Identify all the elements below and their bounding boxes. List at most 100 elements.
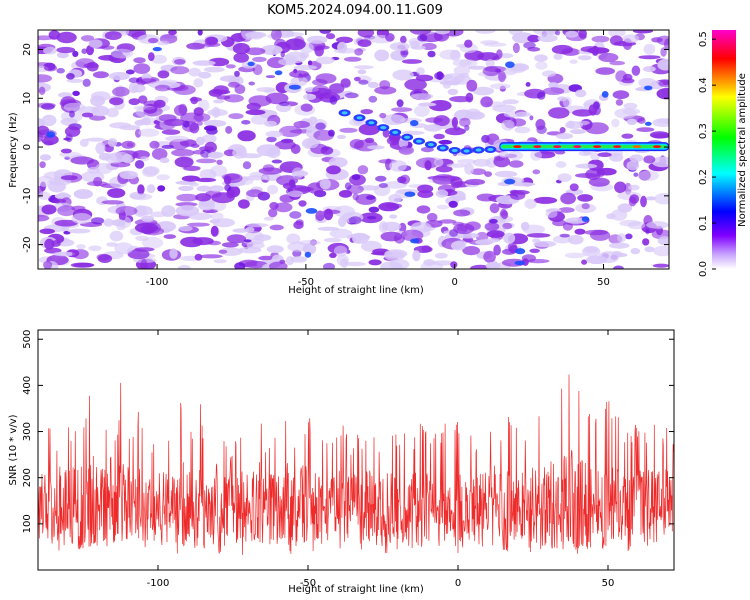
heatmap-speckle — [268, 261, 288, 269]
heatmap-speckle — [303, 93, 317, 101]
heatmap-speckle — [244, 175, 268, 181]
heatmap-speckle — [482, 66, 500, 77]
heatmap-speckle — [459, 117, 471, 127]
heatmap-speckle — [86, 45, 94, 56]
heatmap-speckle — [148, 52, 155, 62]
heatmap-speckle — [534, 54, 548, 62]
heatmap-speckle — [72, 90, 80, 96]
heatmap-speckle — [657, 58, 669, 71]
x-tick-label: 0 — [455, 578, 461, 589]
colorbar-gradient — [712, 30, 736, 269]
heatmap-speckle — [459, 72, 470, 78]
heatmap-speckle — [315, 122, 326, 130]
heatmap-speckle — [343, 56, 362, 62]
heatmap-speckle — [423, 124, 443, 132]
trace-core — [392, 130, 399, 134]
heatmap-speckle — [501, 210, 509, 219]
heatmap-speckle — [266, 245, 284, 254]
heatmap-speckle — [190, 143, 200, 148]
heatmap-speckle — [610, 209, 628, 221]
heatmap-speckle — [81, 48, 88, 54]
heatmap-speckle — [378, 183, 388, 188]
heatmap-speckle — [542, 87, 565, 95]
heatmap-speckle — [248, 81, 255, 86]
heatmap-speckle — [274, 202, 293, 213]
heatmap-speckle — [98, 152, 112, 161]
heatmap-speckle — [43, 260, 53, 269]
heatmap-speckle — [438, 219, 457, 224]
heatmap-speckle — [640, 195, 647, 208]
heatmap-speckle — [484, 222, 500, 232]
heatmap-speckle — [436, 204, 449, 210]
heatmap-speckle — [559, 127, 566, 134]
heatmap-speckle — [56, 31, 77, 44]
heatmap-speckle — [591, 35, 610, 43]
heatmap-speckle — [163, 118, 186, 127]
y-tick-label: 400 — [22, 376, 33, 395]
heatmap-speckle — [73, 189, 93, 199]
heatmap-speckle — [197, 30, 203, 36]
line-peak — [613, 145, 622, 149]
heatmap-speckle — [138, 95, 148, 104]
heatmap-speckle — [300, 103, 313, 112]
heatmap-speckle — [131, 84, 146, 93]
heatmap-speckle — [218, 249, 228, 254]
heatmap-speckle — [298, 200, 307, 207]
heatmap-speckle — [572, 109, 594, 117]
heatmap-speckle — [416, 205, 431, 214]
heatmap-speckle — [381, 114, 406, 126]
heatmap-speckle — [482, 238, 501, 243]
heatmap-speckle — [496, 49, 503, 60]
heatmap-speckle — [426, 212, 438, 222]
heatmap-speckle — [60, 175, 78, 181]
heatmap-speckle — [368, 259, 382, 266]
heatmap-speckle — [643, 43, 656, 55]
heatmap-speckle — [545, 209, 558, 218]
heatmap-speckle — [354, 65, 374, 70]
heatmap-speckle — [196, 158, 217, 164]
heatmap-speckle — [367, 81, 379, 89]
x-tick-label: -100 — [147, 578, 170, 589]
line-inner — [501, 145, 667, 149]
heatmap-speckle — [415, 74, 434, 82]
heatmap-speckle — [72, 50, 79, 58]
heatmap-speckle — [452, 59, 472, 67]
heatmap-speckle — [72, 249, 89, 260]
heatmap-speckle — [39, 228, 55, 235]
heatmap-speckle — [357, 30, 375, 38]
heatmap-speckle — [344, 261, 366, 267]
heatmap-speckle — [510, 190, 530, 195]
snr-series-line — [38, 374, 674, 555]
heatmap-speckle — [389, 160, 407, 172]
heatmap-speckle — [529, 248, 540, 253]
heatmap-speckle — [56, 46, 76, 54]
heatmap-speckle — [656, 88, 669, 100]
x-tick-label: -100 — [146, 277, 169, 288]
heatmap-speckle — [623, 102, 638, 110]
heatmap-speckle — [569, 183, 579, 192]
heatmap-speckle — [213, 99, 225, 104]
heatmap-speckle — [645, 228, 650, 235]
heatmap-speckle — [108, 72, 130, 81]
heatmap-speckle — [258, 167, 283, 175]
heatmap-speckle — [508, 30, 523, 36]
heatmap-speckle — [70, 262, 94, 268]
heatmap-speckle — [622, 34, 640, 43]
heatmap-speckle — [374, 49, 390, 62]
heatmap-speckle — [128, 98, 140, 106]
heatmap-speckle — [631, 65, 641, 76]
heatmap-speckle — [485, 261, 501, 269]
heatmap-speckle — [193, 107, 204, 117]
heatmap-speckle — [617, 233, 626, 243]
heatmap-speckle — [274, 140, 296, 150]
heatmap-speckle — [39, 161, 46, 169]
heatmap-speckle — [558, 207, 575, 213]
heatmap-speckle — [609, 35, 623, 46]
heatmap-speckle — [379, 80, 391, 90]
heatmap-speckle — [365, 195, 376, 200]
heatmap-speckle — [228, 81, 240, 88]
heatmap-speckle — [225, 125, 233, 134]
heatmap-blob — [644, 85, 653, 91]
spectrogram-frame — [37, 29, 670, 270]
heatmap-speckle — [556, 133, 573, 140]
